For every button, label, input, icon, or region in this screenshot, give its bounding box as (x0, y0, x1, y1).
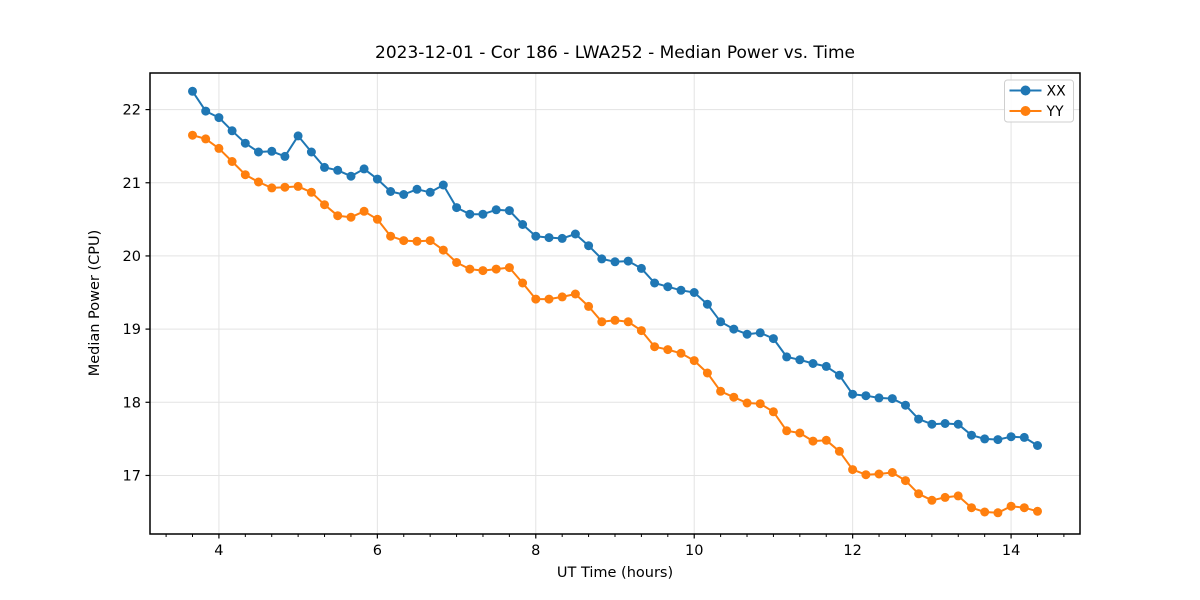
svg-text:22: 22 (123, 103, 141, 119)
x-gridlines (218, 73, 1012, 534)
legend-label-xx: XX (1047, 84, 1067, 100)
svg-text:4: 4 (214, 543, 223, 559)
svg-text:14: 14 (1002, 543, 1020, 559)
svg-text:6: 6 (373, 543, 382, 559)
y-axis-label: Median Power (CPU) (87, 230, 103, 377)
x-axis-label: UT Time (hours) (557, 565, 673, 581)
plot-render-layer: 4 6 8 10 12 14 17 18 19 20 21 22 (123, 72, 1081, 559)
plot-spines (149, 72, 1081, 535)
svg-text:18: 18 (123, 395, 141, 411)
legend-samples (1009, 85, 1042, 116)
svg-text:10: 10 (685, 543, 703, 559)
svg-text:17: 17 (123, 468, 141, 484)
chart-title: 2023-12-01 - Cor 186 - LWA252 - Median P… (375, 43, 855, 63)
legend: XX YY (1004, 79, 1074, 123)
svg-text:8: 8 (531, 543, 540, 559)
svg-text:19: 19 (123, 322, 141, 338)
x-tick-labels: 4 6 8 10 12 14 (214, 543, 1020, 559)
x-minor-ticks (165, 534, 1065, 537)
y-gridlines (150, 109, 1080, 476)
x-major-ticks (218, 534, 1012, 539)
series-YY (188, 130, 1042, 518)
series-line-XX (191, 90, 1039, 447)
legend-label-yy: YY (1046, 104, 1065, 120)
svg-text:12: 12 (843, 543, 861, 559)
svg-text:21: 21 (123, 176, 141, 192)
y-major-ticks (145, 108, 150, 477)
series-XX (188, 86, 1042, 450)
y-tick-labels: 17 18 19 20 21 22 (123, 103, 141, 485)
svg-text:20: 20 (123, 249, 141, 265)
